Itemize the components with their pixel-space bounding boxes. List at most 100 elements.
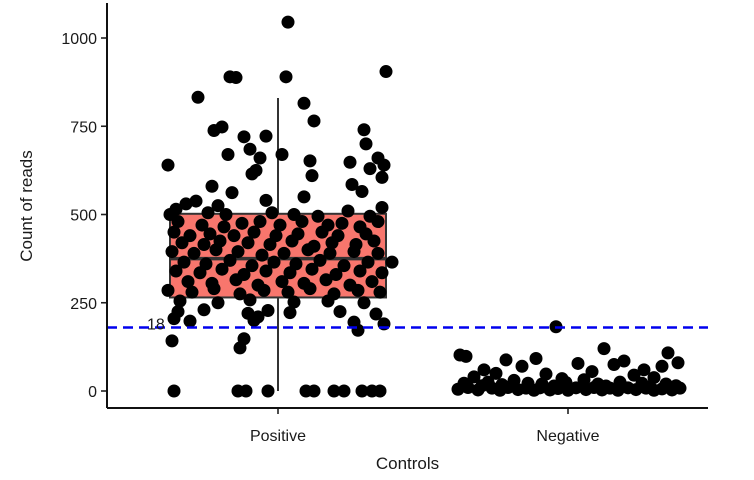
data-point	[375, 266, 389, 280]
data-point	[301, 243, 315, 257]
data-point	[243, 142, 257, 156]
data-point	[533, 381, 547, 395]
data-point	[365, 275, 379, 289]
data-point	[197, 303, 211, 317]
data-point	[161, 283, 175, 297]
y-tick-label: 0	[88, 384, 97, 401]
data-point	[295, 215, 309, 229]
data-point	[529, 352, 543, 366]
data-point	[217, 220, 231, 234]
data-point	[201, 206, 215, 220]
data-point	[337, 384, 351, 398]
data-point	[265, 206, 279, 220]
data-point	[251, 310, 265, 324]
data-point	[221, 147, 235, 161]
data-point	[355, 384, 369, 398]
data-point	[345, 177, 359, 191]
data-point	[515, 359, 529, 373]
data-point	[229, 71, 243, 85]
data-point	[661, 346, 675, 360]
data-point	[607, 358, 621, 372]
data-point	[377, 158, 391, 172]
data-point	[371, 246, 385, 260]
data-point	[165, 334, 179, 348]
data-point	[187, 246, 201, 260]
data-point	[261, 384, 275, 398]
x-axis-title: Controls	[376, 454, 439, 473]
data-point	[489, 366, 503, 380]
data-point	[243, 293, 257, 307]
data-point	[539, 367, 553, 381]
data-point	[357, 296, 371, 310]
data-point	[673, 381, 687, 395]
data-point	[193, 266, 207, 280]
data-point	[227, 229, 241, 243]
data-point	[259, 264, 273, 278]
data-point	[167, 384, 181, 398]
data-point	[239, 384, 253, 398]
data-point	[355, 185, 369, 199]
data-point	[267, 255, 281, 269]
data-point	[569, 381, 583, 395]
data-point	[253, 151, 267, 165]
data-point	[215, 262, 229, 276]
data-point	[225, 186, 239, 200]
data-point	[371, 215, 385, 229]
data-point	[359, 137, 373, 151]
data-point	[313, 253, 327, 267]
data-point	[189, 194, 203, 208]
data-point	[167, 312, 181, 326]
data-point	[327, 384, 341, 398]
data-point	[351, 283, 365, 297]
data-point	[335, 216, 349, 230]
data-point	[571, 356, 585, 370]
data-point	[459, 349, 473, 363]
data-point	[617, 354, 631, 368]
data-point	[329, 268, 343, 282]
data-point	[257, 283, 271, 297]
data-point	[357, 123, 371, 137]
data-point	[263, 238, 277, 252]
x-tick-label: Negative	[536, 428, 599, 445]
y-tick-label: 750	[70, 119, 97, 136]
data-point	[275, 275, 289, 289]
data-point	[231, 245, 245, 259]
data-point	[303, 282, 317, 296]
data-point	[307, 114, 321, 128]
data-point	[181, 275, 195, 289]
data-point	[655, 382, 669, 396]
y-tick-label: 1000	[61, 31, 97, 48]
y-tick-label: 250	[70, 296, 97, 313]
data-point	[461, 380, 475, 394]
data-point	[373, 384, 387, 398]
data-point	[369, 307, 383, 321]
data-point	[229, 273, 243, 287]
y-axis-title: Count of reads	[17, 150, 36, 262]
data-point	[177, 255, 191, 269]
data-point	[273, 218, 287, 232]
data-point	[223, 253, 237, 267]
data-point	[277, 246, 291, 260]
data-point	[347, 245, 361, 259]
data-point	[173, 294, 187, 308]
data-point	[321, 294, 335, 308]
data-point	[249, 163, 263, 177]
data-point	[319, 273, 333, 287]
data-point	[599, 379, 613, 393]
data-point	[627, 368, 641, 382]
data-point	[375, 170, 389, 184]
data-point	[467, 370, 481, 384]
data-point	[219, 208, 233, 221]
data-point	[279, 70, 293, 84]
data-point	[655, 359, 669, 373]
data-point	[343, 155, 357, 169]
data-point	[305, 262, 319, 276]
data-point	[179, 197, 193, 211]
data-point	[235, 216, 249, 230]
data-point	[211, 296, 225, 310]
data-point	[241, 236, 255, 250]
data-point	[281, 285, 295, 299]
data-point	[161, 158, 175, 172]
data-point	[297, 190, 311, 204]
